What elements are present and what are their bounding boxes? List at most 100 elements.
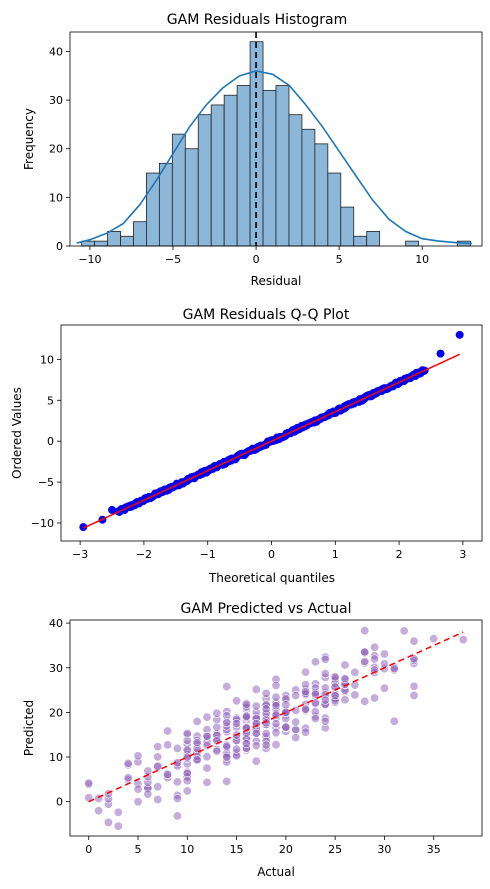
x-tick-label: 30 xyxy=(377,843,391,856)
pred-actual-ylabel: Predicted xyxy=(22,700,36,756)
histogram-bar xyxy=(223,94,238,247)
y-tick-label: 0 xyxy=(47,435,54,448)
y-tick-label: 20 xyxy=(49,143,63,156)
histogram-panel: GAM Residuals Histogram −10 −5 0 5 10 0 10 20 30… xyxy=(22,12,483,288)
pred-actual-point xyxy=(202,712,212,722)
pred-actual-point xyxy=(202,752,212,762)
histogram-bar xyxy=(236,85,251,247)
pred-actual-marks xyxy=(84,626,468,831)
pred-actual-point xyxy=(172,794,182,804)
histogram-bar xyxy=(133,221,147,247)
pred-actual-point xyxy=(350,667,360,677)
pred-actual-point xyxy=(212,722,222,732)
pred-actual-point xyxy=(94,806,104,816)
pred-actual-point xyxy=(222,752,232,762)
pred-actual-point xyxy=(163,740,173,750)
pred-actual-point xyxy=(182,776,192,786)
pred-actual-point xyxy=(202,777,212,787)
pred-actual-point xyxy=(320,716,330,726)
histogram-bar xyxy=(197,114,212,247)
pred-actual-point xyxy=(301,704,311,714)
x-tick-label: 35 xyxy=(427,843,441,856)
pred-actual-point xyxy=(103,817,113,827)
pred-actual-point xyxy=(153,795,163,805)
x-tick-label: 25 xyxy=(328,843,342,856)
y-tick-label: 10 xyxy=(40,353,54,366)
pred-actual-point xyxy=(301,687,311,697)
pred-actual-point xyxy=(409,636,419,646)
pred-actual-point xyxy=(330,691,340,701)
x-tick-label: 10 xyxy=(415,253,429,266)
pred-actual-point xyxy=(310,698,320,708)
pred-actual-point xyxy=(261,729,271,739)
pred-actual-point xyxy=(360,657,370,667)
pred-actual-point xyxy=(291,733,301,743)
pred-actual-point xyxy=(360,626,370,636)
x-tick-label: 2 xyxy=(396,548,403,561)
pred-actual-point xyxy=(409,691,419,701)
pred-actual-point xyxy=(261,688,271,698)
pred-actual-point xyxy=(370,654,380,664)
histogram-bar xyxy=(366,231,381,247)
histogram-bar xyxy=(288,114,303,247)
histogram-bar xyxy=(158,162,173,247)
x-tick-label: 10 xyxy=(180,843,194,856)
pred-actual-point xyxy=(241,723,251,733)
pred-actual-point xyxy=(133,784,143,794)
pred-actual-point xyxy=(172,777,182,787)
x-tick-label: 5 xyxy=(135,843,142,856)
y-tick-label: 20 xyxy=(49,706,63,719)
pred-actual-point xyxy=(350,680,360,690)
qq-point xyxy=(79,523,88,532)
x-tick-label: 5 xyxy=(336,253,343,266)
pred-actual-point xyxy=(310,713,320,723)
y-tick-label: −10 xyxy=(31,517,54,530)
pred-actual-point xyxy=(271,728,281,738)
pred-actual-point xyxy=(261,704,271,714)
x-tick-label: 20 xyxy=(279,843,293,856)
histogram-xlabel: Residual xyxy=(251,274,302,288)
pred-actual-point xyxy=(241,711,251,721)
qq-fit-line xyxy=(83,353,460,529)
histogram-axes-frame xyxy=(69,31,483,247)
pred-actual-point xyxy=(153,761,163,771)
pred-actual-point xyxy=(202,740,212,750)
pred-actual-point xyxy=(251,756,261,766)
pred-actual-point xyxy=(113,821,123,831)
histogram-bar xyxy=(146,172,160,247)
pred-actual-point xyxy=(133,751,143,761)
pred-actual-point xyxy=(271,701,281,711)
pred-actual-point xyxy=(232,719,242,729)
pred-actual-point xyxy=(399,626,409,636)
pred-actual-point xyxy=(192,755,202,765)
x-tick-label: −2 xyxy=(136,548,152,561)
pred-actual-point xyxy=(271,692,281,702)
pred-actual-point xyxy=(153,752,163,762)
x-tick-label: −5 xyxy=(165,253,181,266)
pred-actual-point xyxy=(212,746,222,756)
pred-actual-point xyxy=(251,684,261,694)
pred-actual-point xyxy=(320,695,330,705)
pred-actual-point xyxy=(301,727,311,737)
histogram-bar xyxy=(210,104,225,247)
y-tick-label: −5 xyxy=(38,476,54,489)
pred-actual-point xyxy=(409,681,419,691)
histogram-bar xyxy=(262,89,277,247)
pred-actual-title: GAM Predicted vs Actual xyxy=(180,601,351,617)
y-tick-label: 0 xyxy=(56,240,63,253)
pred-actual-point xyxy=(281,722,291,732)
y-tick-label: 10 xyxy=(49,191,63,204)
pred-actual-point xyxy=(370,693,380,703)
pred-actual-point xyxy=(222,776,232,786)
pred-actual-point xyxy=(153,782,163,792)
histogram-ylabel: Frequency xyxy=(22,108,36,170)
x-tick-label: 0 xyxy=(85,843,92,856)
qq-xlabel: Theoretical quantiles xyxy=(208,571,335,585)
histogram-title: GAM Residuals Histogram xyxy=(167,12,347,28)
pred-actual-axes-frame xyxy=(69,619,483,837)
pred-actual-point xyxy=(291,705,301,715)
pred-actual-point xyxy=(143,766,153,776)
histogram-bar xyxy=(94,240,108,247)
pred-actual-point xyxy=(370,642,380,652)
